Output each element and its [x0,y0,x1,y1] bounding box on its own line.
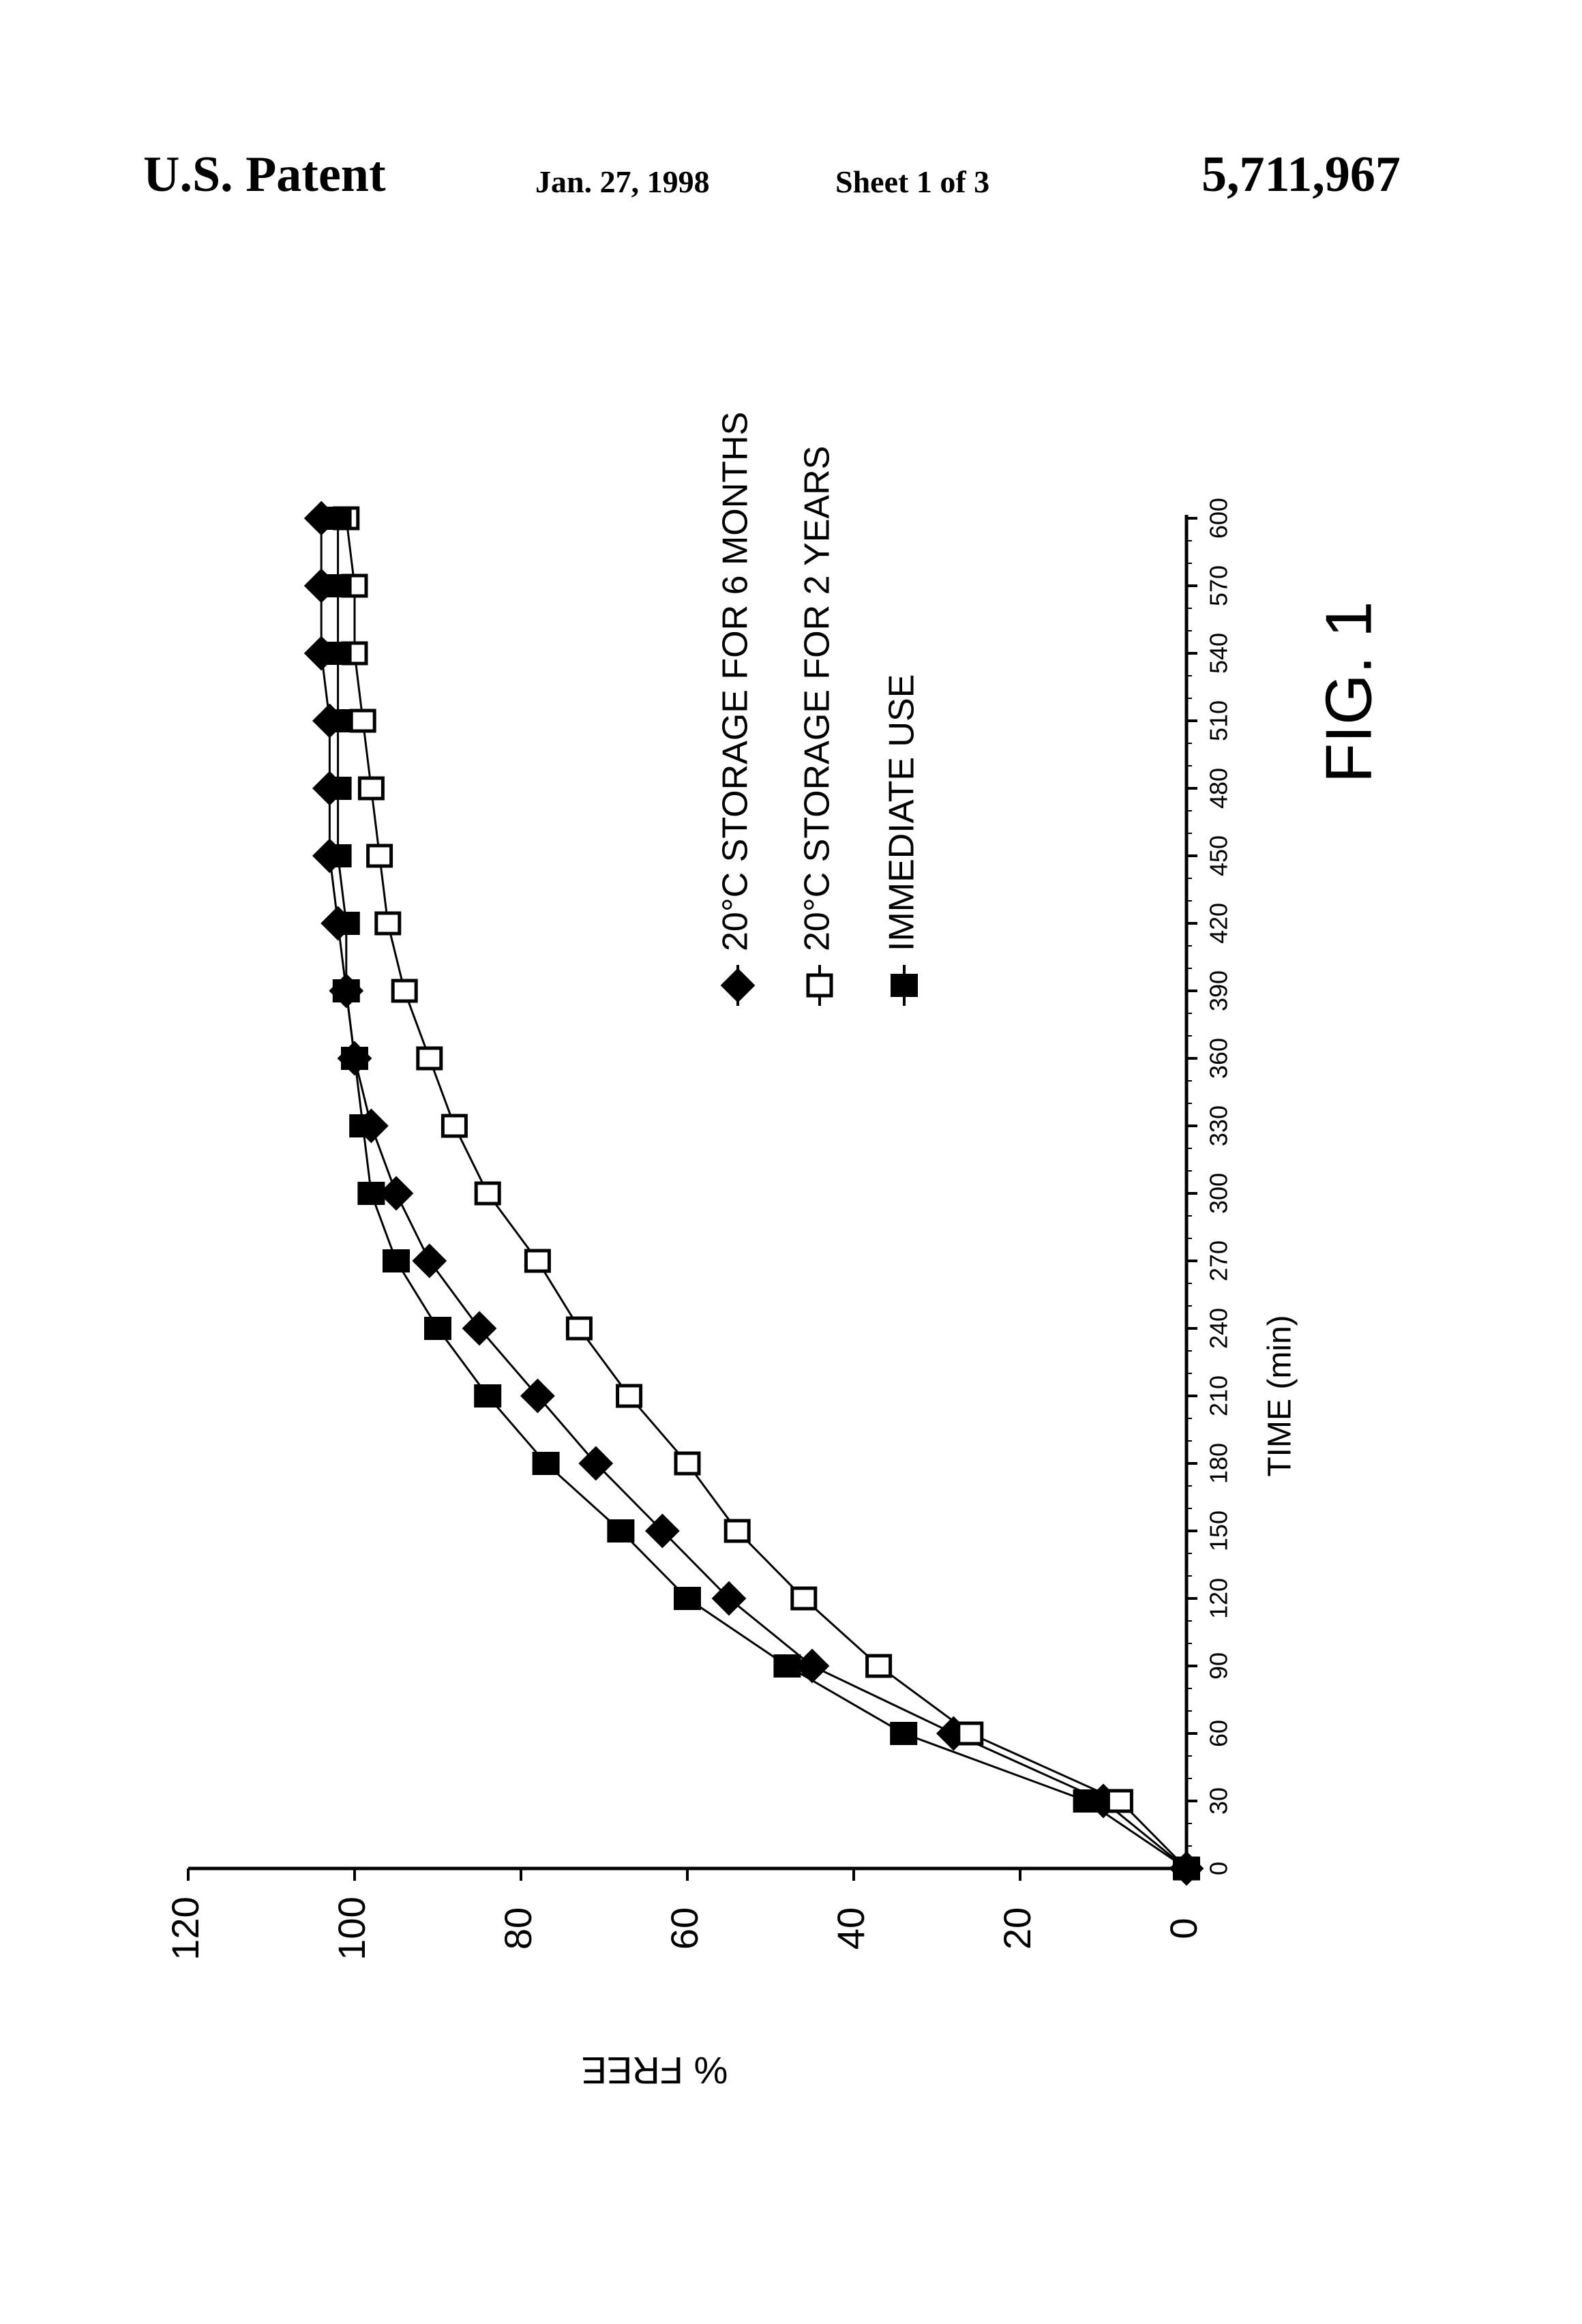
series-0-point [521,1380,554,1412]
series-1-point [1108,1791,1131,1811]
legend-label-1: 20°C STORAGE FOR 2 YEARS [798,446,837,951]
series-2-point [475,1385,501,1407]
x-tick-label: 450 [1205,835,1233,876]
x-tick-label: 390 [1205,970,1233,1011]
y-tick-label: 0 [1162,1918,1205,1939]
series-2-point [325,642,351,664]
series-1-point [526,1251,549,1271]
series-0-point [463,1312,496,1345]
x-tick-label: 570 [1205,565,1233,606]
series-1-point [792,1588,816,1609]
series-2-point [425,1317,451,1339]
legend-marker-2 [891,974,917,996]
series-2-point [608,1520,633,1542]
y-tick-label: 120 [164,1896,207,1960]
series-1-point [867,1656,891,1676]
x-tick-label: 240 [1205,1308,1233,1349]
series-1-point [618,1386,641,1406]
series-2-point [325,710,351,732]
series-1-point [726,1521,749,1541]
series-1-point [959,1723,982,1744]
series-1-point [676,1453,699,1474]
y-axis-title: % FREE [582,2049,728,2092]
series-1-point [476,1183,499,1204]
series-line-1 [346,518,1186,1868]
series-2-point [325,777,351,799]
series-2-point [891,1723,916,1744]
series-1-point [443,1116,466,1136]
series-2-point [333,912,359,934]
x-tick-label: 210 [1205,1375,1233,1416]
series-1-point [393,981,416,1001]
series-1-point [418,1048,441,1069]
series-2-point [674,1588,700,1609]
x-tick-label: 270 [1205,1240,1233,1281]
y-tick-label: 40 [829,1907,872,1950]
series-0-point [413,1245,446,1277]
series-2-point [533,1452,559,1474]
legend-label-2: IMMEDIATE USE [882,674,922,951]
series-2-point [1074,1790,1100,1812]
y-tick-label: 80 [496,1907,539,1950]
x-tick-label: 360 [1205,1038,1233,1079]
x-tick-label: 60 [1205,1720,1233,1747]
series-1-point [351,711,374,731]
series-2-point [358,1182,384,1204]
x-tick-label: 90 [1205,1652,1233,1680]
x-tick-label: 30 [1205,1787,1233,1815]
series-2-point [774,1655,800,1677]
legend-marker-1 [808,975,831,996]
legend-label-0: 20°C STORAGE FOR 6 MONTHS [716,412,756,951]
x-tick-label: 480 [1205,768,1233,809]
x-tick-label: 120 [1205,1578,1233,1619]
series-line-2 [338,518,1186,1868]
x-tick-label: 150 [1205,1510,1233,1551]
x-axis-title: TIME (min) [1262,1315,1298,1476]
x-tick-label: 510 [1205,700,1233,741]
series-1-point [376,913,400,934]
series-2-point [350,1115,376,1137]
series-2-point [333,980,359,1002]
x-tick-label: 540 [1205,633,1233,674]
series-1-point [567,1318,591,1339]
x-tick-label: 420 [1205,903,1233,944]
x-tick-label: 300 [1205,1173,1233,1214]
x-tick-label: 600 [1205,498,1233,539]
series-1-point [359,778,383,799]
y-tick-label: 100 [330,1896,373,1960]
series-2-point [1174,1858,1199,1879]
y-tick-label: 60 [663,1907,706,1950]
series-2-point [342,1047,368,1069]
series-2-point [325,845,351,867]
x-tick-label: 0 [1205,1862,1233,1875]
y-tick-label: 20 [996,1907,1039,1950]
series-2-point [383,1250,409,1272]
legend-marker-0 [721,969,754,1002]
x-tick-label: 330 [1205,1105,1233,1146]
series-1-point [368,846,391,866]
series-2-point [325,575,351,597]
series-2-point [325,507,351,529]
figure-label: FIG. 1 [1312,601,1385,784]
x-tick-label: 180 [1205,1443,1233,1484]
